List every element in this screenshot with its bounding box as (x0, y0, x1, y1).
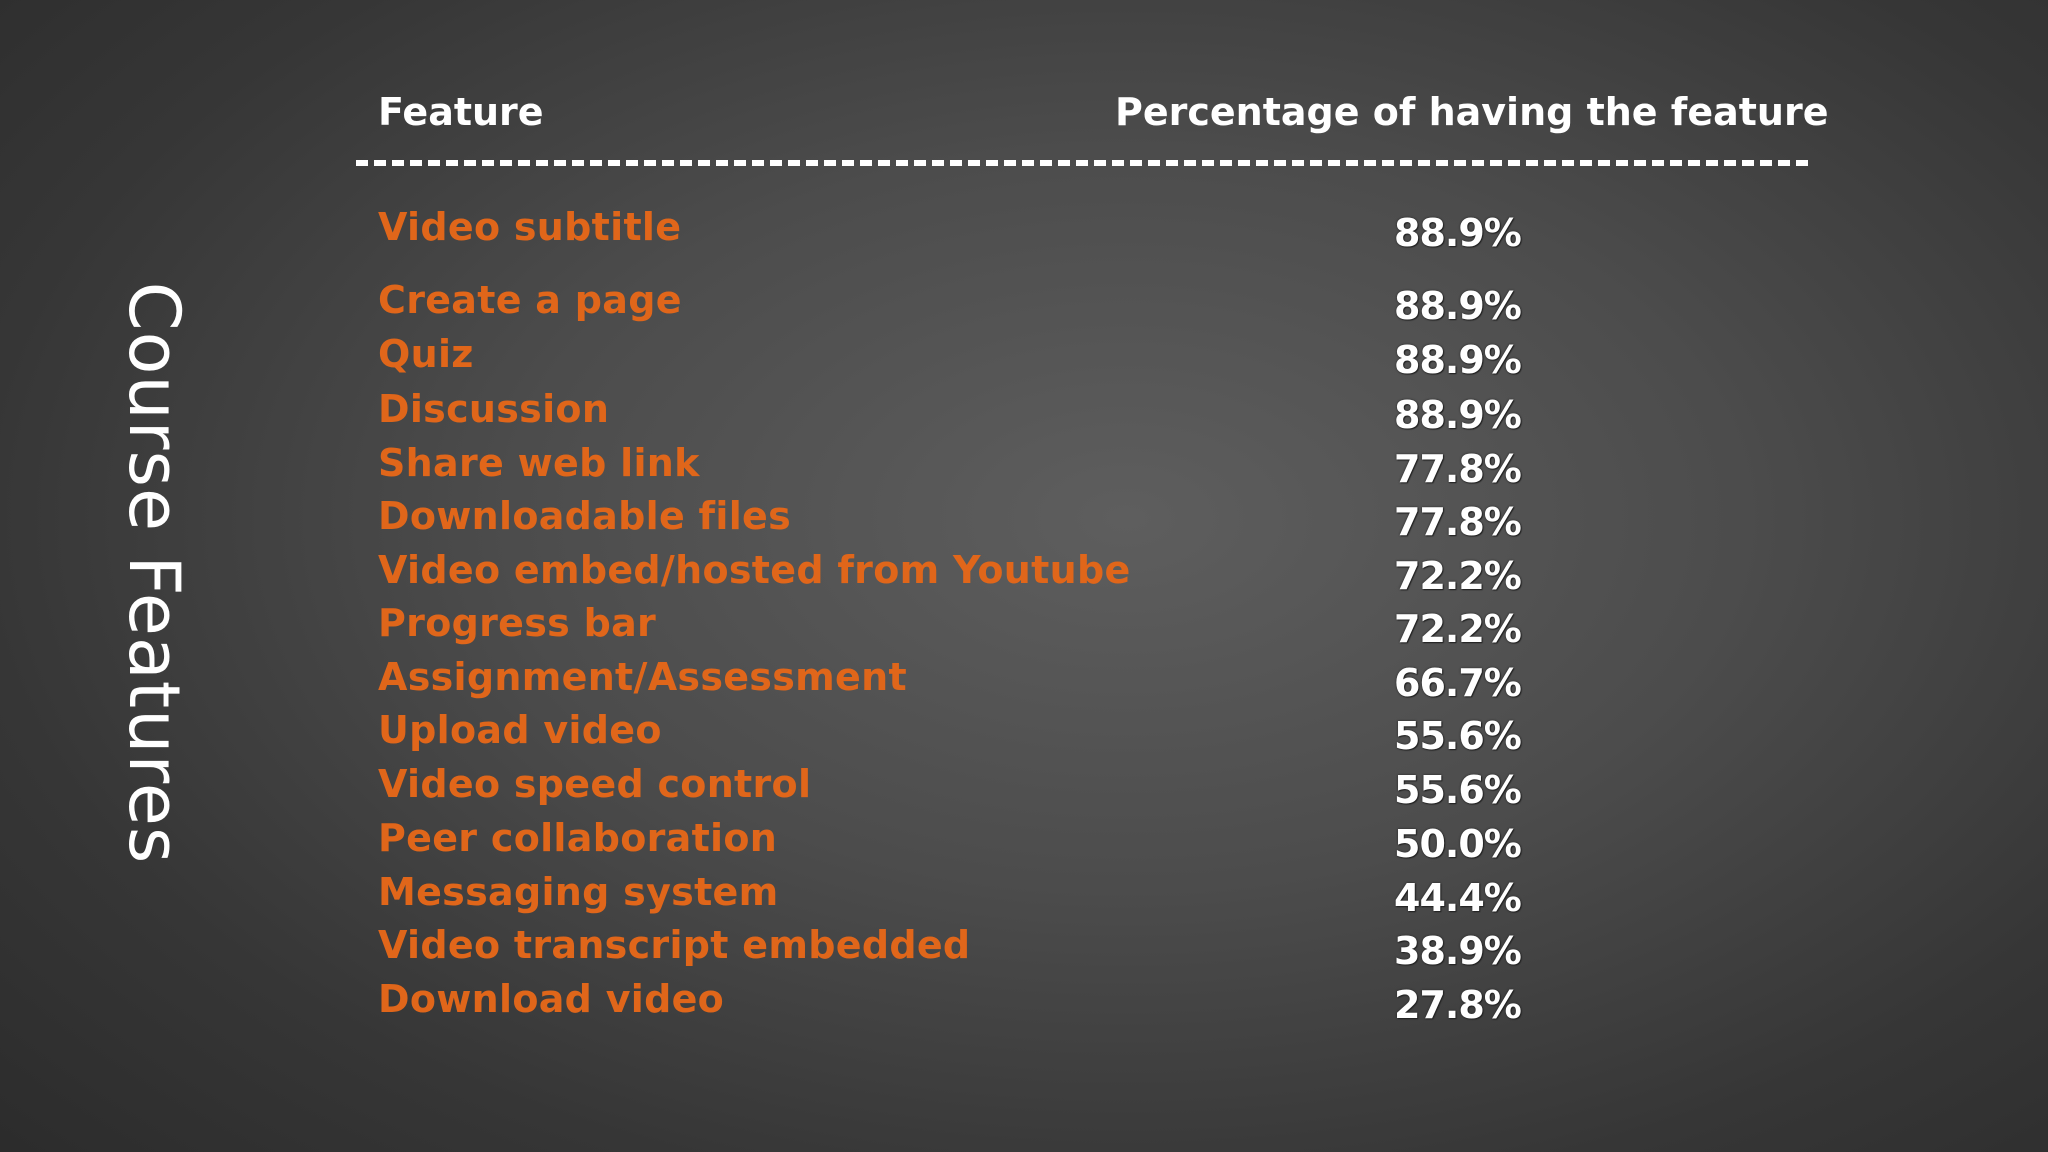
feature-percentage: 88.9% (1394, 393, 1522, 437)
feature-label: Video embed/hosted from Youtube (378, 548, 1131, 592)
table-row: Download video 27.8% (378, 977, 1578, 1027)
feature-percentage: 88.9% (1394, 284, 1522, 328)
feature-percentage: 77.8% (1394, 500, 1522, 544)
feature-percentage: 77.8% (1394, 447, 1522, 491)
feature-label: Upload video (378, 708, 662, 752)
table-row: Video speed control 55.6% (378, 762, 1578, 812)
feature-percentage: 50.0% (1394, 822, 1522, 866)
feature-percentage: 72.2% (1394, 607, 1522, 651)
feature-label: Download video (378, 977, 725, 1021)
feature-label: Quiz (378, 332, 474, 376)
table-row: Messaging system 44.4% (378, 870, 1578, 920)
feature-label: Progress bar (378, 601, 657, 645)
feature-percentage: 55.6% (1394, 768, 1522, 812)
table-row: Downloadable files 77.8% (378, 494, 1578, 544)
table-row: Upload video 55.6% (378, 708, 1578, 758)
table-row: Discussion 88.9% (378, 387, 1578, 437)
feature-label: Downloadable files (378, 494, 792, 538)
feature-label: Video transcript embedded (378, 923, 971, 967)
feature-label: Messaging system (378, 870, 779, 914)
table-row: Quiz 88.9% (378, 332, 1578, 382)
feature-percentage: 27.8% (1394, 983, 1522, 1027)
feature-label: Video subtitle (378, 205, 682, 249)
feature-label: Peer collaboration (378, 816, 778, 860)
feature-percentage: 72.2% (1394, 554, 1522, 598)
table-row: Video transcript embedded 38.9% (378, 923, 1578, 973)
feature-label: Discussion (378, 387, 610, 431)
table-row: Create a page 88.9% (378, 278, 1578, 328)
feature-label: Share web link (378, 441, 700, 485)
feature-percentage: 38.9% (1394, 929, 1522, 973)
feature-label: Video speed control (378, 762, 812, 806)
table-row: Share web link 77.8% (378, 441, 1578, 491)
feature-percentage: 88.9% (1394, 338, 1522, 382)
table-row: Progress bar 72.2% (378, 601, 1578, 651)
header-feature: Feature (378, 90, 544, 134)
feature-label: Assignment/Assessment (378, 655, 907, 699)
table-row: Assignment/Assessment 66.7% (378, 655, 1578, 705)
table-row: Video embed/hosted from Youtube 72.2% (378, 548, 1578, 598)
feature-label: Create a page (378, 278, 682, 322)
feature-percentage: 44.4% (1394, 876, 1522, 920)
feature-percentage: 66.7% (1394, 661, 1522, 705)
table-row: Video subtitle 88.9% (378, 205, 1578, 255)
table-row: Peer collaboration 50.0% (378, 816, 1578, 866)
feature-percentage: 55.6% (1394, 714, 1522, 758)
table-header: Feature Percentage of having the feature (378, 90, 1828, 140)
header-percentage: Percentage of having the feature (1115, 90, 1829, 134)
feature-percentage: 88.9% (1394, 211, 1522, 255)
header-divider (356, 160, 1808, 166)
